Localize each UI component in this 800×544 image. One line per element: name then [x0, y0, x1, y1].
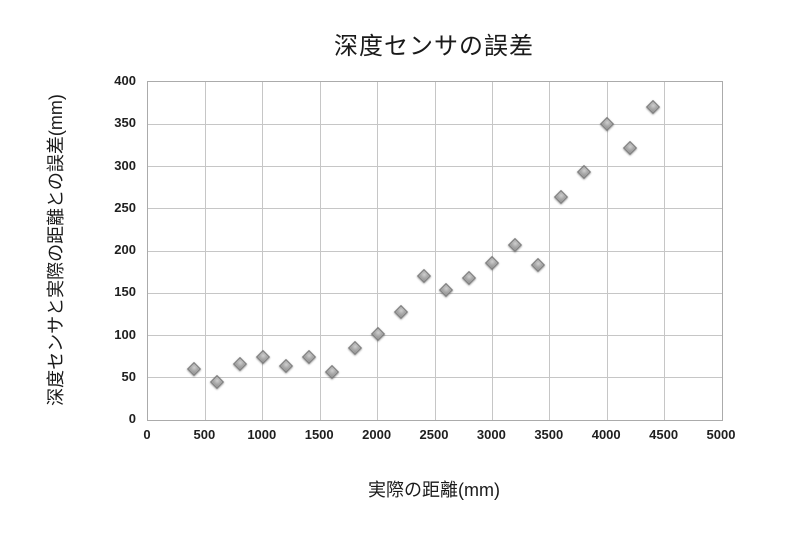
data-point [232, 357, 247, 372]
y-tick-label: 350 [114, 115, 136, 131]
gridline-horizontal [148, 250, 722, 252]
gridline-horizontal [148, 335, 722, 336]
data-point [370, 326, 385, 341]
data-point [623, 140, 638, 155]
plot-area [147, 81, 723, 421]
y-tick-label: 0 [128, 411, 136, 426]
x-tick-label: 1500 [304, 427, 334, 442]
y-tick-label: 50 [121, 368, 136, 384]
y-tick-label: 200 [114, 242, 136, 257]
data-point [278, 358, 293, 373]
x-tick-label: 4000 [591, 427, 621, 442]
y-tick-label: 400 [114, 73, 136, 88]
data-point [186, 362, 201, 377]
gridline-horizontal [148, 208, 722, 210]
data-point [416, 269, 431, 284]
data-point [462, 270, 477, 286]
data-point [393, 304, 408, 319]
gridline-horizontal [148, 166, 722, 167]
data-point [347, 341, 362, 356]
data-point [600, 117, 615, 132]
data-point [255, 349, 270, 364]
x-tick-label: 3000 [476, 427, 506, 442]
x-tick-label: 0 [143, 427, 151, 442]
data-point [301, 350, 316, 365]
data-point [485, 255, 500, 270]
x-tick-label: 5000 [706, 427, 736, 442]
x-tick-label: 4500 [649, 427, 679, 442]
x-tick-label: 1000 [247, 427, 277, 442]
y-tick-label: 250 [114, 199, 136, 215]
gridline-horizontal [148, 123, 722, 125]
data-point [531, 257, 546, 272]
x-tick-label: 3500 [534, 427, 564, 442]
x-tick-label: 2000 [362, 427, 392, 442]
chart-title: 深度センサの誤差 [334, 33, 534, 60]
gridline-horizontal [148, 292, 722, 294]
data-point [554, 189, 569, 204]
y-tick-label: 300 [114, 157, 136, 173]
data-point [439, 282, 454, 297]
gridline-horizontal [148, 377, 722, 379]
y-tick-label: 150 [114, 284, 136, 300]
data-point [646, 99, 661, 114]
x-tick-label: 2500 [419, 427, 449, 442]
x-tick-label: 500 [193, 427, 216, 442]
x-axis-title: 実際の距離(mm) [368, 480, 500, 500]
y-tick-label: 100 [114, 326, 136, 342]
